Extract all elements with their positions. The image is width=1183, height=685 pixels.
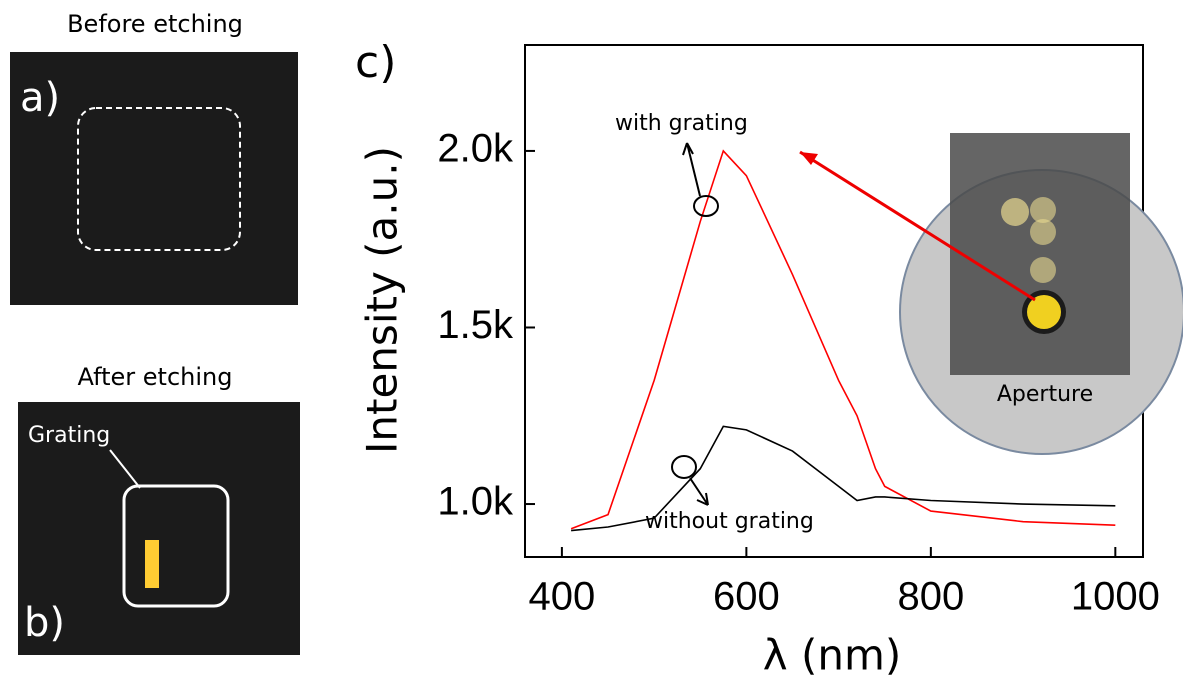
arrowhead — [800, 152, 818, 165]
annotation: with grating — [615, 111, 748, 136]
y-tick-label: 2.0k — [437, 126, 514, 170]
micrograph — [18, 402, 300, 655]
panel-title: After etching — [78, 363, 233, 391]
inset-image — [950, 133, 1130, 375]
y-axis-label: Intensity (a.u.) — [358, 146, 407, 454]
y-tick-label: 1.5k — [437, 303, 514, 347]
marker-circle — [693, 195, 719, 217]
arrow — [682, 142, 701, 197]
dashed-outline — [77, 107, 241, 251]
x-tick-label: 800 — [897, 575, 964, 619]
spot — [1030, 219, 1056, 245]
panel-label: a) — [20, 75, 60, 121]
annotation: without grating — [645, 509, 814, 534]
panel-label: b) — [24, 600, 65, 646]
spot — [1027, 295, 1061, 329]
x-tick-label: 600 — [713, 575, 780, 619]
arrow — [799, 150, 1036, 302]
x-tick-label: 400 — [529, 575, 596, 619]
spot — [1030, 197, 1056, 223]
spot — [1001, 198, 1029, 226]
marker-circle — [671, 455, 697, 479]
spot — [1030, 257, 1056, 283]
line — [570, 149, 1116, 530]
micrograph — [10, 52, 298, 305]
annotation: Grating — [28, 423, 110, 448]
grating — [145, 540, 159, 588]
panel-label: c) — [355, 37, 396, 88]
y-tick-label: 1.0k — [437, 480, 514, 524]
panel-title: Before etching — [67, 10, 243, 38]
arrow — [689, 477, 709, 506]
line — [571, 425, 1116, 532]
x-tick-label: 1000 — [1071, 575, 1160, 619]
arrow — [109, 449, 141, 489]
inset-label: Aperture — [997, 382, 1093, 407]
x-axis-label: λ (nm) — [763, 631, 902, 680]
grating-outline — [122, 484, 230, 608]
